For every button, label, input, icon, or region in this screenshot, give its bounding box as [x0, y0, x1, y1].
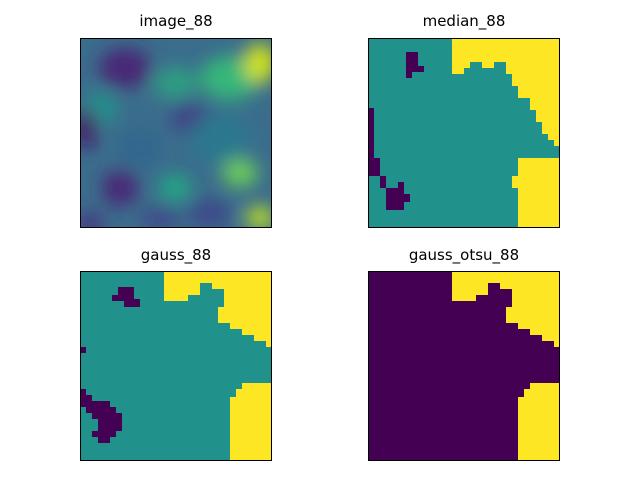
- median-bright-region-lower: [512, 158, 560, 228]
- median-axes: [368, 38, 560, 228]
- median-dark-patch-top: [406, 52, 424, 78]
- median-dark-region-left: [368, 108, 410, 210]
- gauss-map: [80, 271, 272, 461]
- image-heatmap: [80, 38, 272, 228]
- gauss-dark-patch-top: [112, 287, 140, 307]
- gauss-axes: [80, 271, 272, 461]
- gauss-otsu-map: [368, 271, 560, 461]
- panel-title-image: image_88: [139, 12, 213, 30]
- gauss-dark-region-left: [80, 389, 122, 443]
- gauss-bright-region: [164, 271, 272, 347]
- gauss-otsu-axes: [368, 271, 560, 461]
- median-bright-region: [452, 38, 560, 146]
- panel-title-gauss-otsu: gauss_otsu_88: [408, 246, 520, 264]
- gauss-bright-region-lower: [230, 383, 272, 461]
- gauss-otsu-bright-region-lower: [518, 383, 560, 461]
- gauss-dark-dot-left: [80, 347, 86, 353]
- image-axes: [80, 38, 272, 228]
- gauss-otsu-bright-region: [452, 271, 560, 347]
- panel-title-gauss: gauss_88: [140, 246, 212, 264]
- panel-title-median: median_88: [422, 12, 506, 30]
- median-map: [368, 38, 560, 228]
